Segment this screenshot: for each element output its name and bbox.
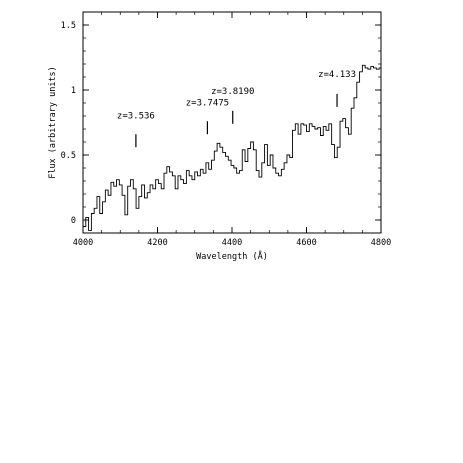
redshift-label: z=3.536 bbox=[117, 112, 155, 122]
redshift-annotations: z=3.536 z=3.7475 z=3.8190 z=4.133 bbox=[117, 70, 356, 148]
y-tick-label: 1.5 bbox=[61, 21, 76, 31]
x-tick-label: 4000 bbox=[73, 238, 93, 248]
y-tick-label: 0 bbox=[71, 216, 76, 226]
y-tick-label: 1 bbox=[71, 86, 76, 96]
y-axis-title: Flux (arbitrary units) bbox=[48, 66, 58, 179]
y-tick-label: 0.5 bbox=[61, 151, 76, 161]
tick-labels: 4000 4200 4400 4600 4800 0 0.5 1 1.5 bbox=[61, 21, 392, 248]
x-tick-label: 4400 bbox=[222, 238, 242, 248]
x-axis-title: Wavelength (Å) bbox=[196, 250, 268, 262]
x-tick-label: 4600 bbox=[296, 238, 316, 248]
redshift-label: z=3.7475 bbox=[186, 99, 229, 109]
redshift-label: z=4.133 bbox=[318, 70, 356, 80]
redshift-label: z=3.8190 bbox=[211, 87, 254, 97]
x-tick-label: 4800 bbox=[371, 238, 391, 248]
spectrum-line bbox=[83, 64, 381, 231]
plot-frame bbox=[82, 11, 382, 234]
x-tick-label: 4200 bbox=[147, 238, 167, 248]
